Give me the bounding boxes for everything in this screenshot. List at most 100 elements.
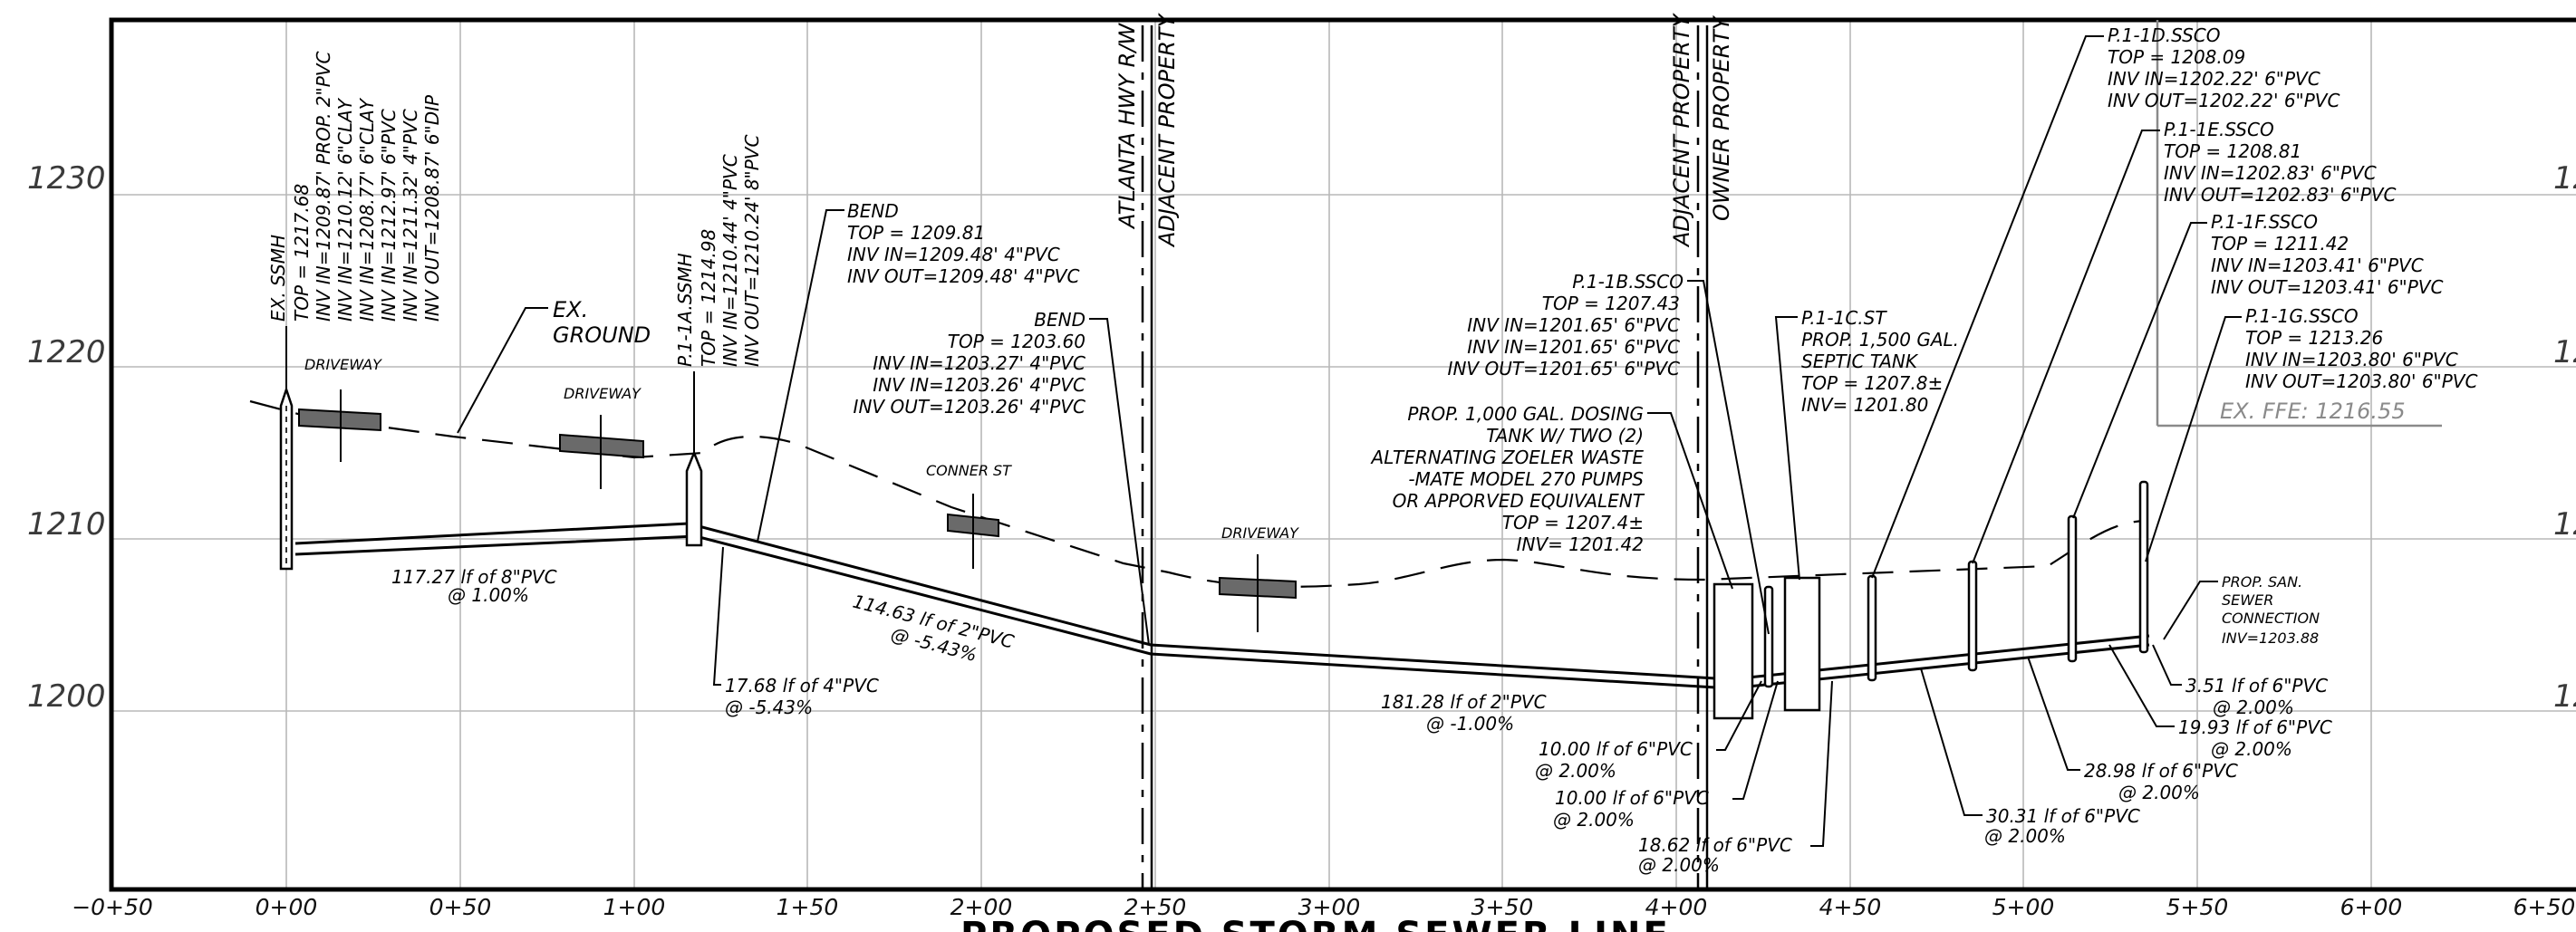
dosing-annotation: PROP. 1,000 GAL. DOSING TANK W/ TWO (2) … (1370, 403, 1645, 555)
driveway-hatches (298, 389, 1297, 632)
row-label: OWNER PROPERTY (1709, 14, 1734, 221)
driveway-label: DRIVEWAY (304, 356, 382, 373)
dosing-line: ALTERNATING ZOELER WASTE (1370, 447, 1645, 468)
station-label: 1+50 (777, 894, 839, 920)
connection-annotation: PROP. SAN. SEWER CONNECTION INV=1203.88 (2163, 573, 2320, 647)
cleanout-1d (1867, 574, 1877, 682)
station-label: 3+00 (1298, 894, 1361, 920)
elevation-label: 1220 (27, 334, 106, 370)
pipe-length-label: 28.98 lf of 6"PVC (2084, 760, 2238, 782)
ex-ground-label: GROUND (553, 322, 651, 348)
p1-1e-annotation: P.1-1E.SSCO TOP = 1208.81 INV IN=1202.83… (1972, 119, 2396, 564)
p1-1g-annotation: P.1-1G.SSCO TOP = 1213.26 INV IN=1203.80… (2145, 305, 2477, 562)
bend2-line: INV IN=1203.27' 4"PVC (873, 352, 1085, 374)
p1-1d-annotation: P.1-1D.SSCO TOP = 1208.09 INV IN=1202.22… (1871, 24, 2340, 579)
p1-1b-line: TOP = 1207.43 (1542, 293, 1680, 314)
p1-1g-line: TOP = 1213.26 (2245, 327, 2383, 349)
p1-1a-line: TOP = 1214.98 (698, 229, 719, 367)
p1-1f-line: P.1-1F.SSCO (2211, 211, 2318, 233)
elevation-label: 1230 (27, 160, 106, 197)
p1-1d-line: INV OUT=1202.22' 6"PVC (2108, 90, 2340, 111)
pipe-length-label: 19.93 lf of 6"PVC (2178, 716, 2332, 738)
station-label: 3+50 (1471, 894, 1534, 920)
station-label: 4+50 (1819, 894, 1882, 920)
bend2-line: BEND (1034, 309, 1085, 331)
cleanout-1e (1967, 560, 1978, 672)
pipe-slope-label: @ 2.00% (2213, 697, 2294, 718)
drawing-title: PROPOSED STORM SEWER LINE (960, 915, 1671, 932)
ex-ssmh-line: INV OUT=1208.87' 6"DIP (421, 94, 443, 322)
station-label: 5+00 (1992, 894, 2055, 920)
bend2-line: INV OUT=1203.26' 4"PVC (854, 396, 1085, 418)
p1-1d-line: P.1-1D.SSCO (2108, 24, 2220, 46)
connection-line: INV=1203.88 (2222, 629, 2319, 647)
p1-1c-line: P.1-1C.ST (1801, 307, 1887, 329)
station-label: 2+00 (950, 894, 1013, 920)
pipe-slope-label: @ 1.00% (448, 584, 529, 606)
dosing-line: TANK W/ TWO (2) (1486, 425, 1644, 447)
bend2-line: INV IN=1203.26' 4"PVC (873, 374, 1085, 396)
ex-ground-label: EX. (553, 297, 588, 322)
ffe-label: EX. FFE: 1216.55 (2220, 399, 2406, 424)
grid (111, 20, 2576, 889)
bend1-line: TOP = 1209.81 (847, 222, 985, 244)
row-left-labels: ATLANTA HWY R/W ADJACENT PROPERTY (1114, 12, 1180, 248)
pipe-length-label: 17.68 lf of 4"PVC (725, 675, 879, 697)
dosing-line: INV= 1201.42 (1517, 533, 1644, 555)
ex-ssmh-line: EX. SSMH (267, 235, 289, 322)
station-axis: −0+50 0+00 0+50 1+00 1+50 2+00 2+50 3+00… (72, 894, 2575, 920)
bend2-annotation: BEND TOP = 1203.60 INV IN=1203.27' 4"PVC… (854, 309, 1085, 418)
station-label: 4+00 (1645, 894, 1708, 920)
dosing-line: PROP. 1,000 GAL. DOSING (1407, 403, 1644, 425)
p1-1e-line: TOP = 1208.81 (2164, 140, 2301, 162)
cleanout-1b (1763, 585, 1774, 688)
p1-1a-line: P.1-1A.SSMH (674, 253, 696, 367)
p1-1f-line: TOP = 1211.42 (2211, 233, 2349, 255)
p1-1a-line: INV OUT=1210.24' 8"PVC (741, 135, 763, 367)
p1-1d-line: TOP = 1208.09 (2108, 46, 2245, 68)
driveway-label: DRIVEWAY (564, 385, 642, 402)
connection-line: SEWER (2222, 591, 2273, 609)
ex-ssmh-line: INV IN=1212.97' 6"PVC (378, 109, 400, 322)
bend1-line: INV IN=1209.48' 4"PVC (847, 244, 1060, 265)
connection-line: PROP. SAN. (2222, 573, 2302, 591)
p1-1c-line: INV= 1201.80 (1801, 394, 1928, 416)
ex-ssmh-line: INV IN=1211.32' 4"PVC (400, 109, 421, 322)
p1-1d-line: INV IN=1202.22' 6"PVC (2108, 68, 2320, 90)
pipe-length-label: 10.00 lf of 6"PVC (1539, 738, 1693, 760)
right-edge-label: 12 (2553, 334, 2576, 370)
station-label: 5+50 (2166, 894, 2229, 920)
dosing-line: -MATE MODEL 270 PUMPS (1408, 468, 1644, 490)
cleanout-1g (2138, 480, 2149, 654)
elevation-label: 1200 (27, 678, 106, 715)
pipe-slope-label: @ -5.43% (725, 697, 813, 718)
p1-1g-line: INV IN=1203.80' 6"PVC (2245, 349, 2458, 370)
ffe-marker: EX. FFE: 1216.55 (2156, 20, 2442, 428)
pipe-slope-label: @ -1.00% (1426, 713, 1514, 735)
p1-1c-line: PROP. 1,500 GAL. (1801, 329, 1959, 351)
p1-1f-line: INV OUT=1203.41' 6"PVC (2211, 276, 2443, 298)
p1-1a-line: INV IN=1210.44' 4"PVC (719, 154, 741, 367)
p1-1b-annotation: P.1-1B.SSCO TOP = 1207.43 INV IN=1201.65… (1448, 271, 1684, 380)
pipe-length-label: 18.62 lf of 6"PVC (1638, 834, 1792, 856)
row-label: ADJACENT PROPERTY (1669, 12, 1694, 248)
p1-1f-annotation: P.1-1F.SSCO TOP = 1211.42 INV IN=1203.41… (2072, 211, 2443, 519)
pipe-slope-label: @ 2.00% (2118, 782, 2200, 803)
pipe-slope-label: @ 2.00% (1553, 809, 1635, 831)
bend1-line: INV OUT=1209.48' 4"PVC (847, 265, 1079, 287)
conner-st-label: CONNER ST (926, 462, 1012, 479)
station-label: 6+50 (2513, 894, 2576, 920)
connection-line: CONNECTION (2222, 610, 2320, 627)
ex-ssmh-line: INV IN=1210.12' 6"CLAY (334, 97, 356, 322)
p1-1c-annotation: P.1-1C.ST PROP. 1,500 GAL. SEPTIC TANK T… (1774, 307, 1959, 581)
p1-1f-line: INV IN=1203.41' 6"PVC (2211, 255, 2424, 276)
p1-1b-line: INV OUT=1201.65' 6"PVC (1448, 358, 1680, 380)
dosing-line: OR APPORVED EQUIVALENT (1393, 490, 1645, 512)
ex-ssmh-annotation: EX. SSMH TOP = 1217.68 INV IN=1209.87' P… (267, 52, 443, 389)
cleanout-1f (2067, 514, 2078, 663)
p1-1b-line: P.1-1B.SSCO (1572, 271, 1684, 293)
p1-1e-line: INV OUT=1202.83' 6"PVC (2164, 184, 2396, 206)
station-label: −0+50 (72, 894, 153, 920)
pipe-length-label: 181.28 lf of 2"PVC (1381, 691, 1547, 713)
